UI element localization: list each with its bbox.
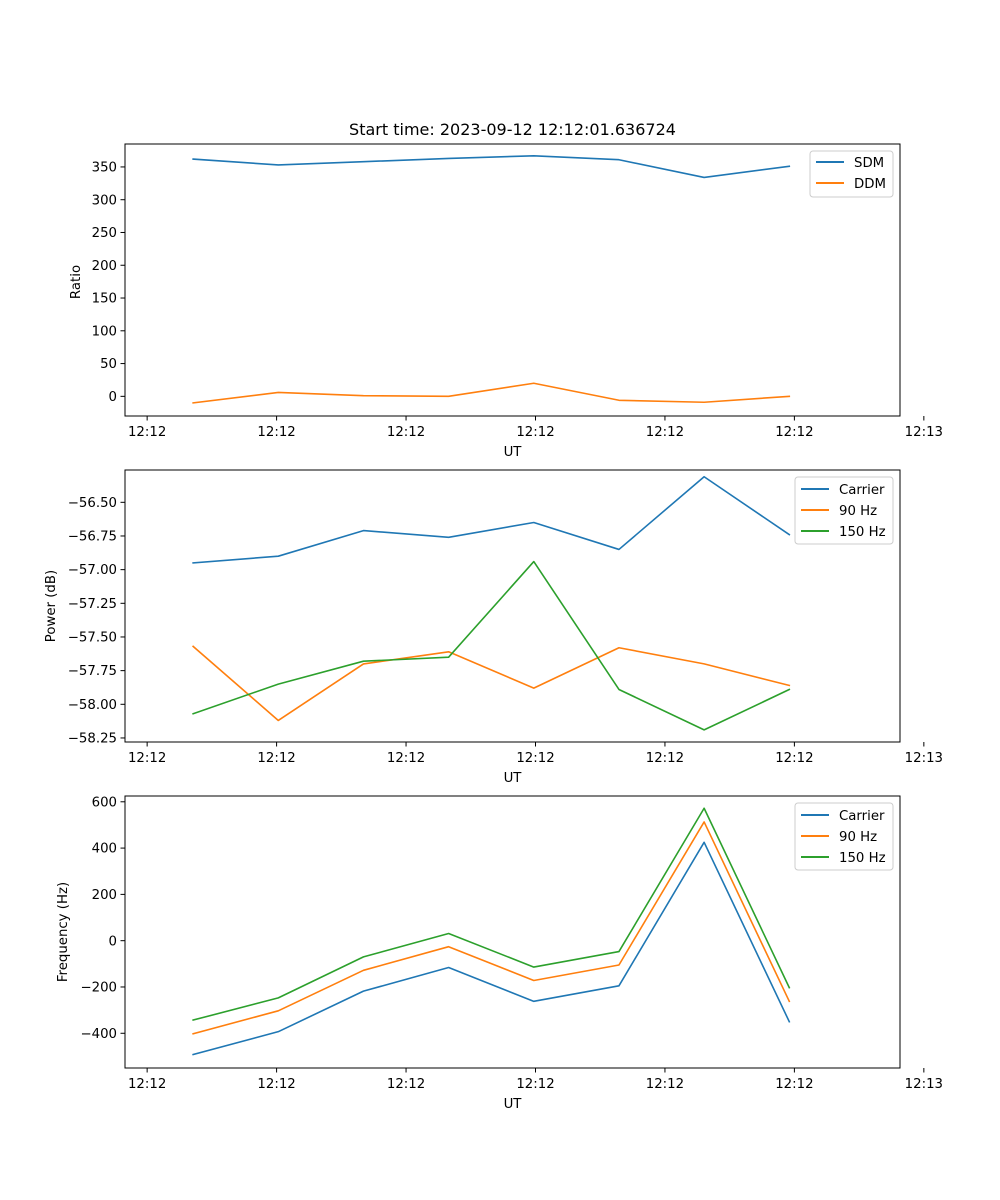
y-tick-label: 150 — [92, 292, 117, 307]
x-tick-label: 12:12 — [775, 1077, 813, 1092]
x-axis-label: UT — [504, 1097, 523, 1112]
x-tick-label: 12:12 — [646, 425, 684, 440]
y-tick-label: 0 — [109, 934, 117, 949]
x-tick-label: 12:12 — [387, 1077, 425, 1092]
x-tick-label: 12:12 — [646, 1077, 684, 1092]
legend-label-90hz: 90 Hz — [839, 830, 877, 845]
x-tick-label: 12:12 — [775, 425, 813, 440]
series-line-90-hz — [192, 645, 791, 722]
y-tick-label: −200 — [80, 981, 117, 996]
legend-label-ddm: DDM — [854, 177, 886, 192]
x-tick-label: 12:12 — [257, 1077, 295, 1092]
series-group — [192, 807, 791, 1056]
y-tick-label: −56.50 — [68, 496, 117, 511]
y-tick-label: −57.50 — [68, 631, 117, 646]
legend: Carrier 90 Hz 150 Hz — [794, 476, 894, 545]
plot-frame — [124, 469, 901, 743]
x-tick-label: 12:12 — [387, 425, 425, 440]
series-line-150-hz — [192, 560, 791, 731]
series-line-90-hz — [192, 821, 791, 1035]
y-tick-label: 200 — [92, 259, 117, 274]
legend-label-carrier: Carrier — [839, 483, 885, 498]
plot-frame — [124, 143, 901, 417]
ticks-group: 12:12 12:12 12:12 12:12 12:12 12:12 12:13 0 50 10… — [92, 161, 943, 440]
plot-frame — [124, 795, 901, 1069]
series-line-carrier — [192, 475, 791, 564]
legend-box — [794, 802, 894, 871]
y-tick-label: −57.75 — [68, 664, 117, 679]
series-line-carrier — [192, 841, 791, 1056]
legend-label-sdm: SDM — [854, 156, 884, 171]
y-tick-label: −58.00 — [68, 698, 117, 713]
x-tick-label: 12:12 — [128, 751, 166, 766]
y-tick-label: 50 — [100, 357, 117, 372]
y-axis-label: Ratio — [69, 265, 84, 299]
x-tick-label: 12:12 — [775, 751, 813, 766]
legend-label-carrier: Carrier — [839, 809, 885, 824]
power-subplot: UT Power (dB) 12:12 12:12 12:12 12:12 12:12 1… — [44, 469, 943, 786]
x-tick-label: 12:12 — [646, 751, 684, 766]
x-tick-label: 12:12 — [257, 751, 295, 766]
y-tick-label: 400 — [92, 842, 117, 857]
y-tick-label: 100 — [92, 324, 117, 339]
y-axis-label: Power (dB) — [44, 570, 59, 642]
x-tick-label: 12:12 — [516, 751, 554, 766]
series-group — [192, 475, 791, 731]
x-axis-label: UT — [504, 445, 523, 460]
x-tick-label: 12:12 — [387, 751, 425, 766]
x-axis-label: UT — [504, 771, 523, 786]
ratio-subplot: Start time: 2023-09-12 12:12:01.636724 U… — [69, 120, 943, 460]
y-tick-label: −56.75 — [68, 530, 117, 545]
x-tick-label: 12:13 — [905, 425, 943, 440]
x-tick-label: 12:12 — [516, 1077, 554, 1092]
x-tick-label: 12:12 — [516, 425, 554, 440]
y-tick-label: 300 — [92, 193, 117, 208]
y-tick-label: 0 — [109, 390, 117, 405]
y-tick-label: −58.25 — [68, 732, 117, 747]
frequency-subplot: UT Frequency (Hz) 12:12 12:12 12:12 12:12 12… — [56, 795, 943, 1112]
y-tick-label: 600 — [92, 795, 117, 810]
y-tick-label: 350 — [92, 161, 117, 176]
x-tick-label: 12:12 — [128, 1077, 166, 1092]
legend-label-90hz: 90 Hz — [839, 504, 877, 519]
ticks-group: 12:12 12:12 12:12 12:12 12:12 12:12 12:13 −58.2… — [68, 496, 943, 766]
y-tick-label: 250 — [92, 226, 117, 241]
series-line-ddm — [192, 382, 791, 404]
legend-label-150hz: 150 Hz — [839, 525, 886, 540]
legend-box — [794, 476, 894, 545]
y-tick-label: −400 — [80, 1027, 117, 1042]
series-line-150-hz — [192, 807, 791, 1022]
legend: SDM DDM — [809, 150, 894, 198]
y-tick-label: −57.00 — [68, 563, 117, 578]
x-tick-label: 12:12 — [257, 425, 295, 440]
chart-title: Start time: 2023-09-12 12:12:01.636724 — [349, 120, 676, 139]
series-group — [192, 155, 791, 404]
y-axis-label: Frequency (Hz) — [56, 882, 71, 982]
y-tick-label: 200 — [92, 888, 117, 903]
series-line-sdm — [192, 155, 791, 179]
legend-label-150hz: 150 Hz — [839, 851, 886, 866]
y-tick-label: −57.25 — [68, 597, 117, 612]
x-tick-label: 12:13 — [905, 1077, 943, 1092]
x-tick-label: 12:13 — [905, 751, 943, 766]
legend: Carrier 90 Hz 150 Hz — [794, 802, 894, 871]
x-tick-label: 12:12 — [128, 425, 166, 440]
ticks-group: 12:12 12:12 12:12 12:12 12:12 12:12 12:13 −400 −… — [80, 795, 943, 1092]
